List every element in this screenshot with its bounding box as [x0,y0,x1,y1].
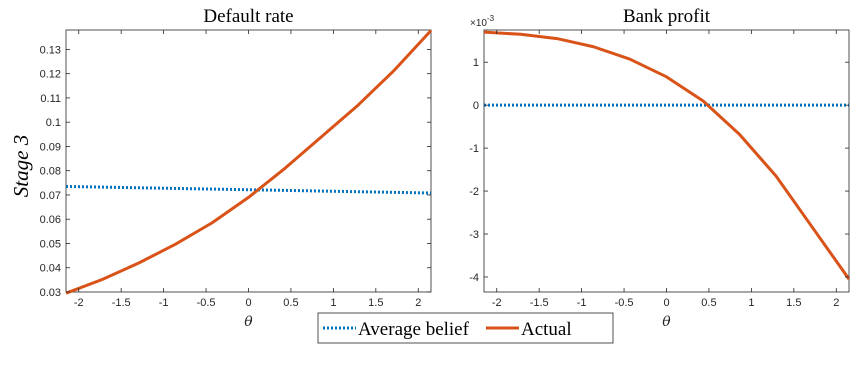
y-tick-label: 0.06 [40,214,61,226]
y-tick-label: 0.04 [40,263,61,275]
y-tick-label: -2 [469,186,479,198]
y-tick-label: -3 [469,229,479,241]
x-tick-label: -0.5 [197,297,216,309]
x-tick-label: 2 [415,297,421,309]
y-tick-label: 0.12 [40,69,61,81]
legend-box [317,312,614,344]
y-tick-label: 0.09 [40,141,61,153]
plot-area-bank-profit [483,29,850,293]
y-tick-label: 0 [473,100,479,112]
x-tick-label: 1.5 [786,297,801,309]
legend-label-average-belief: Average belief [358,319,470,340]
x-tick-label: -1.5 [112,297,131,309]
panel-default-rate: -2 -1.5 -1 -0.5 0 0.5 1 1.5 2 0.03 0.04 0.05 0.06 0.0… [40,6,433,330]
y-tick-label: -4 [469,272,479,284]
x-tick-label: 1.5 [368,297,383,309]
plot-area-default-rate [65,29,432,293]
series-line-average-belief [65,184,432,195]
x-tick-label: -2 [74,297,84,309]
y-tick-label: 0.03 [40,287,61,299]
x-axis-label: θ [662,314,671,330]
y-tick-label: 0.13 [40,44,61,56]
y-tick-label: 0.11 [40,93,61,105]
figure-ylabel: Stage 3 [9,135,33,197]
x-axis-label: θ [244,314,253,330]
axis-exponent-label: ×10-3 [470,14,495,29]
series-line-actual [65,29,433,295]
y-tick-label: -1 [469,143,479,155]
series-line-actual [483,30,850,280]
y-tick-label: 0.1 [46,117,61,129]
y-tick-label: 0.05 [40,238,61,250]
x-tick-label: 1 [748,297,754,309]
x-tick-label: 0.5 [283,297,298,309]
x-tick-label: 2 [833,297,839,309]
x-tick-label: 1 [330,297,336,309]
x-tick-label: 0 [663,297,669,309]
x-tick-label: -1.5 [530,297,549,309]
x-tick-label: -2 [492,297,502,309]
chart-title: Bank profit [623,6,711,27]
x-tick-label: 0.5 [701,297,716,309]
x-tick-label: -1 [159,297,169,309]
y-tick-label: 0.08 [40,166,61,178]
chart-title: Default rate [203,6,293,27]
x-tick-label: -1 [577,297,587,309]
x-tick-label: -0.5 [615,297,634,309]
y-tick-label: 1 [473,57,479,69]
legend: Average belief Actual [317,312,614,344]
panel-bank-profit: -2 -1.5 -1 -0.5 0 0.5 1 1.5 2 -4 -3 -2 -1 0 1 Bank prof… [469,6,850,330]
x-tick-label: 0 [245,297,251,309]
axis-exponent-power: -3 [487,14,495,23]
y-tick-label: 0.07 [40,190,61,202]
legend-label-actual: Actual [521,319,572,340]
